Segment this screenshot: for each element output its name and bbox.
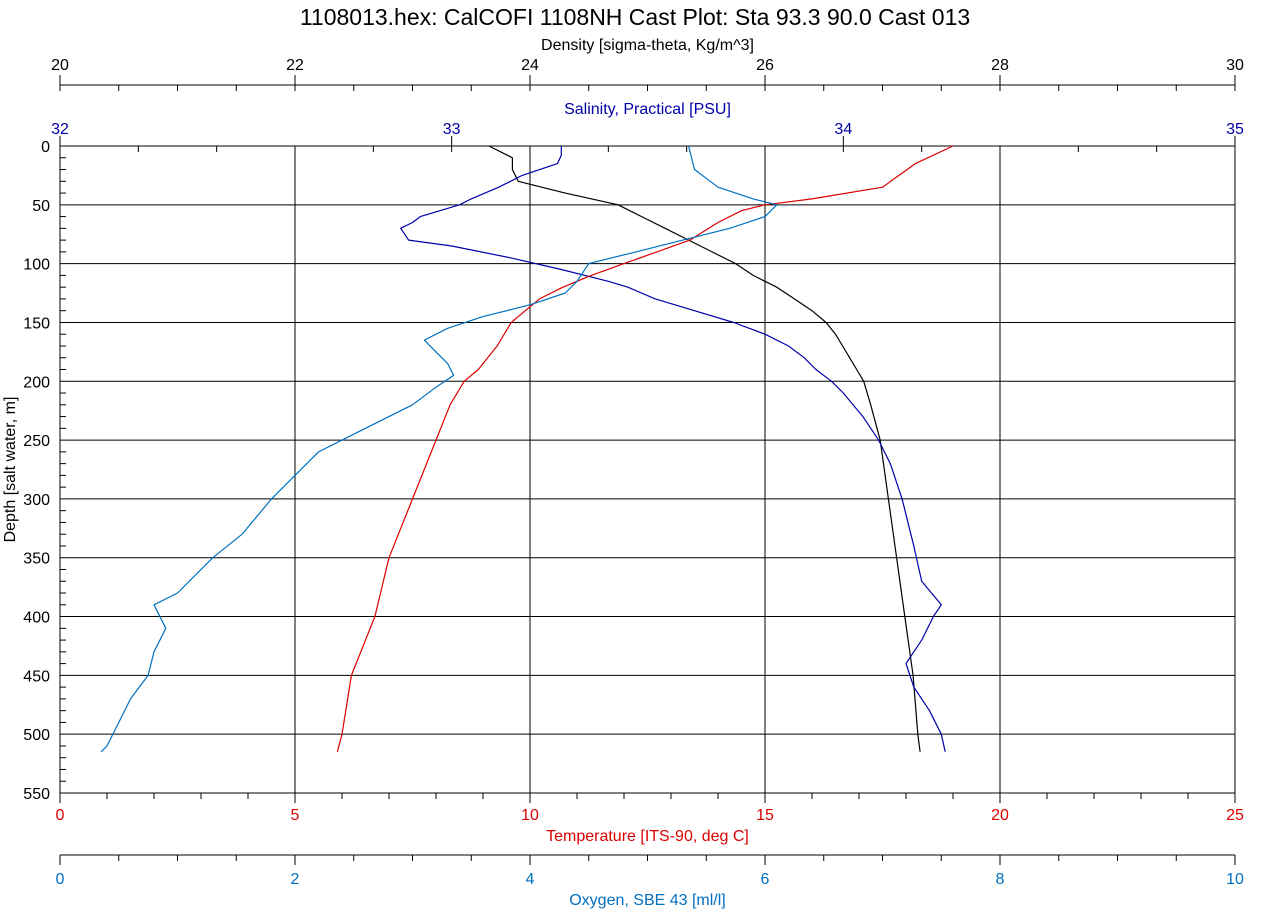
density-tick-label: 20	[51, 57, 69, 74]
chart-title: 1108013.hex: CalCOFI 1108NH Cast Plot: S…	[300, 4, 970, 30]
salinity-profile-line	[400, 146, 946, 752]
temperature-tick-label: 0	[56, 807, 65, 824]
oxygen-tick-label: 4	[526, 871, 535, 888]
depth-tick-label: 200	[23, 374, 50, 391]
oxygen-tick-label: 8	[996, 871, 1005, 888]
temperature-tick-label: 20	[991, 807, 1009, 824]
temperature-tick-label: 10	[521, 807, 539, 824]
depth-tick-label: 0	[41, 139, 50, 156]
depth-tick-label: 400	[23, 610, 50, 627]
temperature-tick-label: 15	[756, 807, 774, 824]
density-tick-label: 28	[991, 57, 1009, 74]
density-tick-label: 24	[521, 57, 539, 74]
density-axis-label: Density [sigma-theta, Kg/m^3]	[541, 37, 754, 54]
grid-lines	[60, 146, 1235, 793]
oxygen-tick-label: 6	[761, 871, 770, 888]
depth-tick-label: 350	[23, 551, 50, 568]
depth-tick-label: 500	[23, 727, 50, 744]
temperature-tick-label: 25	[1226, 807, 1244, 824]
oxygen-axis-label: Oxygen, SBE 43 [ml/l]	[569, 892, 726, 909]
depth-tick-label: 100	[23, 257, 50, 274]
depth-tick-label: 150	[23, 315, 50, 332]
density-tick-label: 22	[286, 57, 304, 74]
oxygen-tick-label: 0	[56, 871, 65, 888]
depth-tick-label: 250	[23, 433, 50, 450]
density-tick-label: 26	[756, 57, 774, 74]
salinity-tick-label: 33	[443, 121, 461, 138]
plot-frame	[59, 145, 1236, 794]
oxygen-tick-label: 2	[291, 871, 300, 888]
depth-tick-label: 450	[23, 668, 50, 685]
temperature-tick-label: 5	[291, 807, 300, 824]
oxygen-profile-line	[100, 145, 778, 753]
depth-tick-label: 50	[32, 198, 50, 215]
salinity-axis-label: Salinity, Practical [PSU]	[564, 101, 731, 118]
density-tick-label: 30	[1226, 57, 1244, 74]
oxygen-tick-label: 10	[1226, 871, 1244, 888]
temperature-profile-line	[336, 145, 954, 752]
salinity-tick-label: 32	[51, 121, 69, 138]
salinity-tick-label: 35	[1226, 121, 1244, 138]
depth-tick-label: 550	[23, 786, 50, 803]
depth-axis-label: Depth [salt water, m]	[2, 397, 19, 543]
depth-tick-label: 300	[23, 492, 50, 509]
density-profile-line	[488, 145, 921, 752]
temperature-axis-label: Temperature [ITS-90, deg C]	[546, 828, 749, 845]
salinity-tick-label: 34	[834, 121, 852, 138]
data-series	[100, 145, 954, 753]
